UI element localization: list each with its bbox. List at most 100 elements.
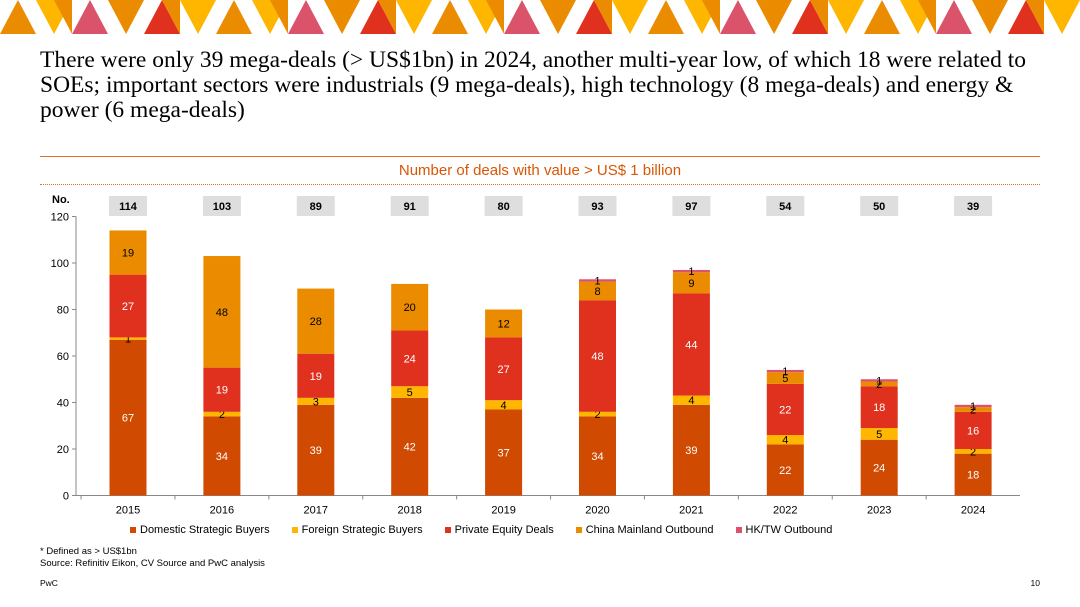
- legend-item: Foreign Strategic Buyers: [291, 522, 423, 538]
- banner-triangle: [810, 0, 828, 34]
- total-label: 91: [404, 201, 416, 213]
- banner-triangle: [216, 0, 252, 34]
- data-label: 42: [404, 442, 416, 454]
- bar-segment: [391, 283, 429, 331]
- stacked-bar-chart: No.0204060801001202015671271911420163421…: [51, 194, 1020, 517]
- banner-triangle: [180, 0, 216, 34]
- banner-triangle: [918, 0, 936, 34]
- data-label: 18: [967, 470, 979, 482]
- bar-segment: [766, 444, 804, 496]
- x-tick-label: 2024: [961, 505, 985, 517]
- bar-segment: [766, 369, 804, 373]
- banner-triangle: [1008, 0, 1044, 34]
- total-box: [484, 196, 523, 216]
- banner-triangle: [360, 0, 396, 34]
- y-tick-label: 40: [57, 398, 69, 410]
- y-tick-label: 80: [57, 305, 69, 317]
- data-label: 12: [497, 318, 509, 330]
- bar-segment: [672, 269, 710, 273]
- data-label: 1: [970, 401, 976, 413]
- legend-item: Private Equity Deals: [444, 522, 554, 538]
- data-label: 28: [310, 316, 322, 328]
- y-tick-label: 100: [51, 258, 69, 270]
- legend-label: Domestic Strategic Buyers: [140, 524, 270, 536]
- total-box: [109, 196, 147, 216]
- data-label: 18: [873, 402, 885, 414]
- bar-segment: [485, 409, 523, 496]
- total-label: 97: [685, 201, 697, 213]
- bar-segment: [109, 230, 147, 275]
- banner-triangle: [864, 0, 900, 34]
- data-label: 2: [219, 409, 225, 421]
- bar-segment: [297, 397, 335, 405]
- banner-triangle: [1044, 0, 1080, 34]
- bar-segment: [954, 407, 992, 412]
- banner-triangle: [270, 0, 288, 34]
- bar-segment: [203, 256, 241, 368]
- bar-segment: [672, 395, 710, 405]
- bar-segment: [579, 300, 616, 412]
- x-tick-label: 2022: [773, 505, 797, 517]
- bar-segment: [109, 274, 147, 338]
- data-label: 5: [782, 373, 788, 385]
- title-divider: [40, 156, 1040, 157]
- banner-triangle: [648, 0, 684, 34]
- legend-swatch: [575, 527, 582, 533]
- banner-triangle: [612, 0, 648, 34]
- data-label: 48: [216, 307, 228, 319]
- banner-triangle: [486, 0, 504, 34]
- bar-segment: [766, 383, 804, 436]
- total-box: [578, 196, 617, 216]
- data-label: 39: [310, 445, 322, 457]
- data-label: 27: [497, 364, 509, 376]
- data-label: 1: [125, 334, 131, 346]
- legend-label: Private Equity Deals: [454, 524, 554, 536]
- chart-subtitle: Number of deals with value > US$ 1 billi…: [398, 162, 682, 179]
- x-tick-label: 2021: [679, 505, 703, 517]
- bar-segment: [954, 411, 992, 449]
- data-label: 2: [876, 379, 882, 391]
- banner-triangle: [792, 0, 828, 34]
- banner-triangle: [594, 0, 612, 34]
- total-label: 114: [119, 201, 138, 213]
- data-label: 4: [688, 395, 694, 407]
- bar-segment: [203, 411, 241, 417]
- legend-swatch: [735, 527, 742, 533]
- bar-segment: [954, 449, 992, 454]
- data-label: 19: [310, 371, 322, 383]
- banner-triangle: [0, 0, 36, 34]
- y-tick-label: 20: [57, 444, 69, 456]
- banner-triangle: [432, 0, 468, 34]
- data-label: 4: [782, 435, 788, 447]
- bar-segment: [860, 381, 898, 387]
- data-label: 27: [122, 301, 134, 313]
- bar-segment: [954, 404, 992, 408]
- chart-legend: Domestic Strategic Buyers Foreign Strateg…: [130, 522, 832, 538]
- banner-triangle: [396, 0, 432, 34]
- bar-segment: [485, 337, 523, 401]
- banner-triangle: [324, 0, 360, 34]
- banner-triangle: [828, 0, 864, 34]
- x-tick-label: 2023: [867, 505, 891, 517]
- x-tick-label: 2015: [116, 505, 140, 517]
- bar-segment: [297, 353, 335, 398]
- bar-segment: [391, 397, 429, 496]
- total-box: [766, 196, 805, 216]
- banner-triangle: [144, 0, 180, 34]
- total-box: [860, 196, 899, 216]
- data-label: 5: [876, 429, 882, 441]
- page-title: There were only 39 mega-deals (> US$1bn)…: [40, 47, 1027, 123]
- y-tick-label: 120: [51, 212, 69, 224]
- bar-segment: [579, 416, 616, 496]
- total-label: 80: [497, 201, 509, 213]
- brand-label: PwC: [40, 578, 58, 588]
- data-label: 4: [501, 400, 507, 412]
- bar-segment: [297, 404, 335, 496]
- bar-segment: [203, 367, 241, 412]
- bar-segment: [860, 386, 898, 429]
- data-label: 2: [970, 446, 976, 458]
- data-label: 1: [594, 275, 600, 287]
- total-box: [202, 196, 241, 216]
- bar-segment: [766, 435, 804, 445]
- bar-segment: [485, 400, 523, 410]
